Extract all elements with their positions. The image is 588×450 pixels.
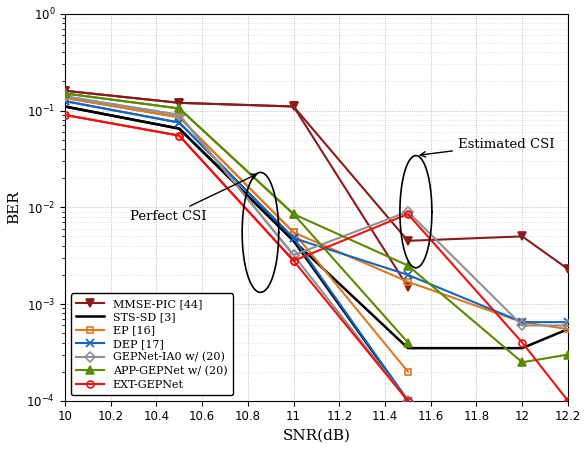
Text: Perfect CSI: Perfect CSI — [129, 174, 256, 223]
Y-axis label: BER: BER — [7, 190, 21, 224]
Legend: MMSE-PIC [44], STS-SD [3], EP [16], DEP [17], GEPNet-IA0 w/ (20), APP-GEPNet w/ : MMSE-PIC [44], STS-SD [3], EP [16], DEP … — [71, 293, 233, 395]
Text: Estimated CSI: Estimated CSI — [420, 138, 554, 157]
X-axis label: SNR(dB): SNR(dB) — [282, 429, 350, 443]
